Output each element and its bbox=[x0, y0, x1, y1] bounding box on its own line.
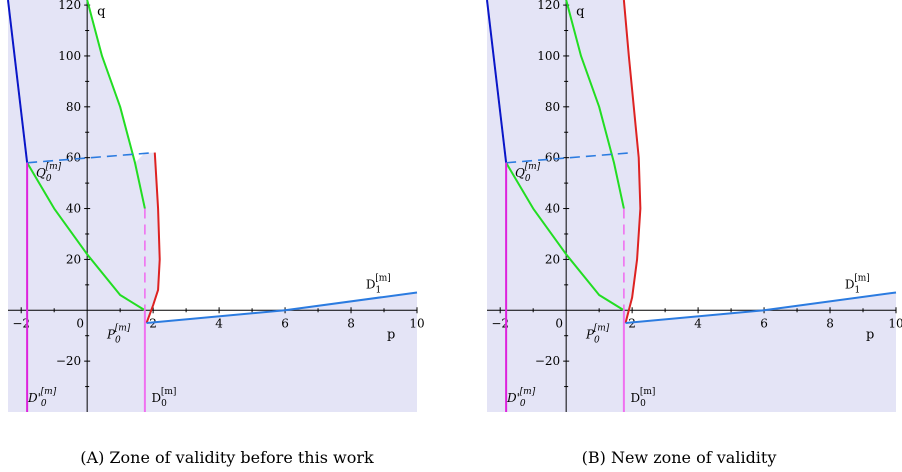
label-d1: D1[m] bbox=[366, 273, 391, 295]
label-p0: P0[m] bbox=[106, 323, 131, 345]
panel-a: −2 0 2 4 6 8 10−2020406080100120pqQ0[m]P0[m]D1… bbox=[7, 0, 425, 467]
x-tick-label: 0 bbox=[555, 316, 563, 330]
x-tick-label: 6 bbox=[281, 316, 289, 330]
label-d0-prime: D'0[m] bbox=[506, 387, 536, 409]
y-tick-label: 60 bbox=[66, 151, 81, 165]
series-line bbox=[86, 0, 146, 209]
y-tick-label: 20 bbox=[66, 252, 81, 266]
y-tick-label: −20 bbox=[56, 354, 81, 368]
y-tick-label: 40 bbox=[66, 202, 81, 216]
y-tick-label: 120 bbox=[537, 0, 560, 12]
y-tick-label: 100 bbox=[537, 49, 560, 63]
series-line bbox=[26, 162, 146, 312]
series-line bbox=[145, 152, 161, 324]
x-tick-label: 8 bbox=[826, 316, 834, 330]
x-tick-label: 0 bbox=[76, 316, 84, 330]
y-tick-label: 80 bbox=[66, 100, 81, 114]
y-tick-label: 20 bbox=[545, 252, 560, 266]
label-d1: D1[m] bbox=[845, 273, 870, 295]
y-tick-label: 100 bbox=[58, 49, 81, 63]
series-line bbox=[565, 0, 625, 209]
y-tick-label: −20 bbox=[535, 354, 560, 368]
label-d0-prime: D'0[m] bbox=[27, 387, 57, 409]
y-tick-label: 120 bbox=[58, 0, 81, 12]
x-tick-label: 10 bbox=[409, 316, 424, 330]
label-q0: Q0[m] bbox=[36, 162, 62, 184]
x-tick-label: 4 bbox=[694, 316, 702, 330]
panel-b: −2 0 2 4 6 8 10−2020406080100120pqQ0[m]P0[m]D1… bbox=[486, 0, 902, 467]
label-q0: Q0[m] bbox=[515, 162, 541, 184]
x-axis-label: p bbox=[866, 327, 874, 342]
y-axis-label: q bbox=[576, 4, 584, 19]
x-tick-label: −2 bbox=[491, 316, 509, 330]
label-d0: D0[m] bbox=[630, 387, 655, 409]
series-line bbox=[27, 151, 155, 164]
series-line bbox=[7, 0, 29, 163]
y-tick-label: 40 bbox=[545, 202, 560, 216]
label-d0: D0[m] bbox=[151, 387, 176, 409]
series-line bbox=[506, 151, 634, 164]
x-tick-label: 8 bbox=[347, 316, 355, 330]
panel-caption: (B) New zone of validity bbox=[582, 448, 777, 467]
validity-zone bbox=[8, 0, 417, 412]
series-line bbox=[625, 291, 897, 324]
x-axis-label: p bbox=[387, 327, 395, 342]
y-tick-label: 80 bbox=[545, 100, 560, 114]
y-tick-label: 60 bbox=[545, 151, 560, 165]
series-line bbox=[146, 291, 418, 324]
x-tick-label: 6 bbox=[760, 316, 768, 330]
series-line bbox=[505, 162, 625, 312]
validity-zone bbox=[487, 0, 896, 412]
panel-caption: (A) Zone of validity before this work bbox=[80, 448, 374, 467]
label-p0: P0[m] bbox=[585, 323, 610, 345]
series-line bbox=[622, 0, 642, 324]
series-line bbox=[486, 0, 508, 163]
x-tick-label: 4 bbox=[215, 316, 223, 330]
x-tick-label: −2 bbox=[12, 316, 30, 330]
x-tick-label: 10 bbox=[888, 316, 902, 330]
y-axis-label: q bbox=[97, 4, 105, 19]
